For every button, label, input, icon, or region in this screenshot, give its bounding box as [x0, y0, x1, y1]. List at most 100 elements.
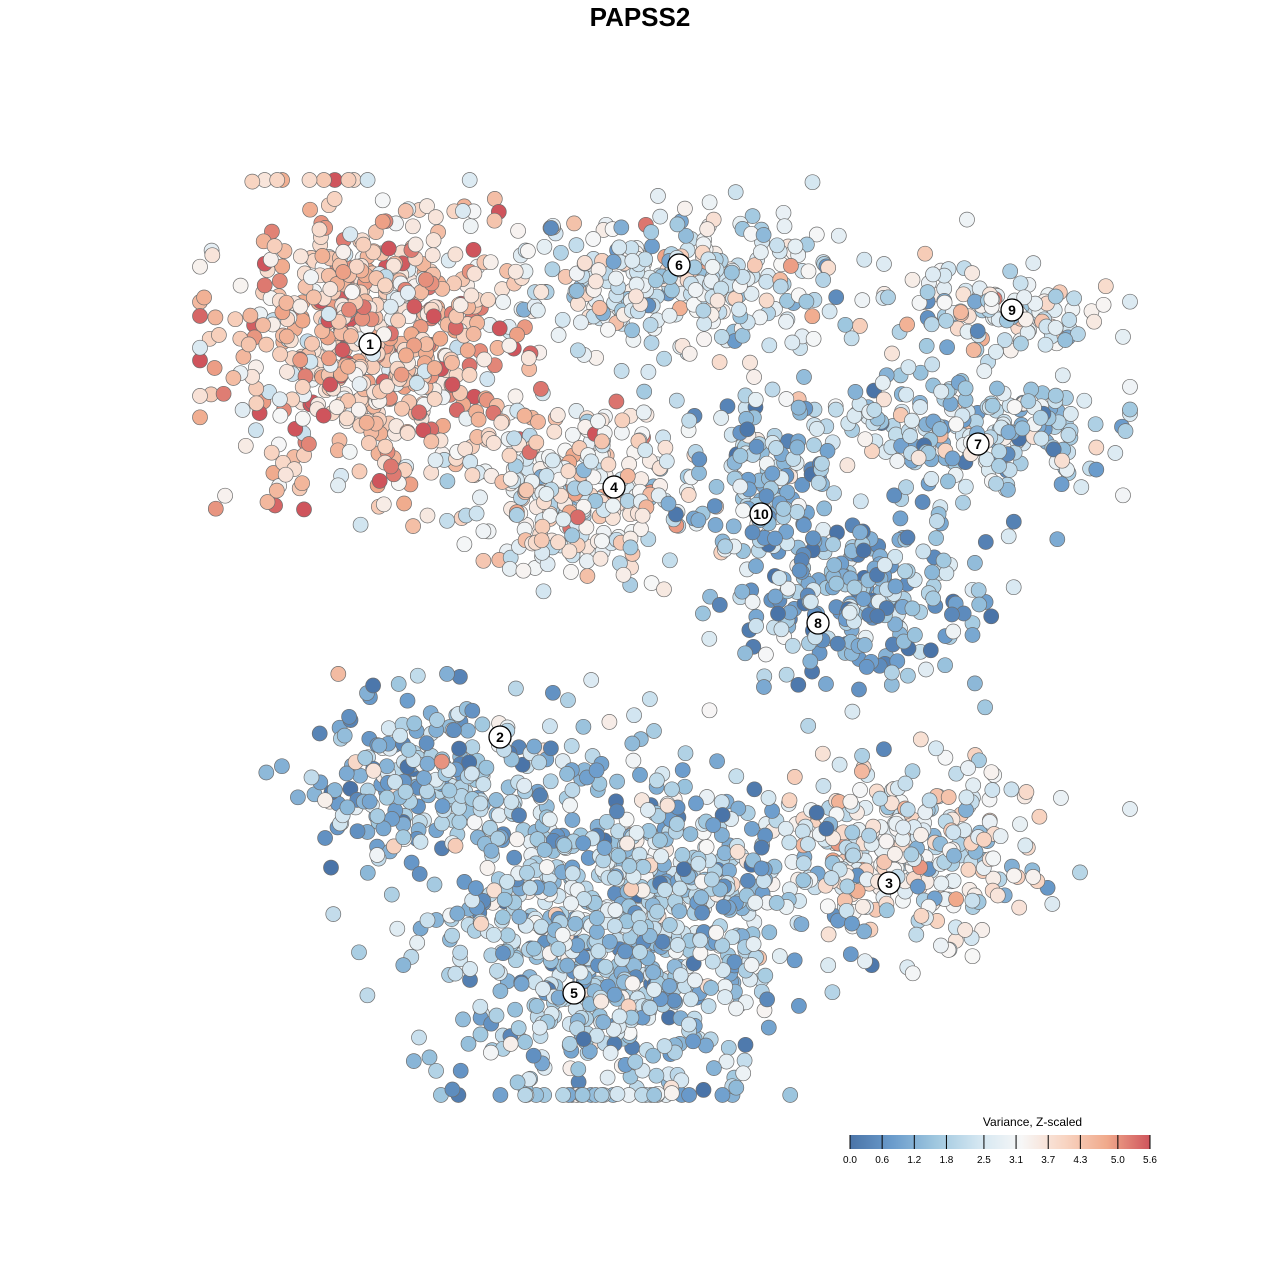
cell-point	[409, 667, 426, 684]
cell-point	[748, 558, 764, 574]
cell-point	[554, 927, 571, 943]
cell-point	[564, 865, 581, 882]
cell-point	[423, 433, 440, 450]
cell-point	[746, 781, 763, 798]
cell-point	[959, 211, 975, 228]
cell-point	[464, 467, 481, 483]
cell-point	[747, 391, 764, 408]
cluster-label-10: 10	[749, 502, 773, 526]
cell-point	[659, 797, 676, 814]
cell-point	[531, 754, 547, 771]
cell-point	[338, 765, 355, 782]
cell-point	[598, 813, 615, 830]
cell-point	[341, 708, 357, 725]
cell-point	[606, 986, 623, 1003]
cell-point	[406, 715, 423, 732]
cell-point	[904, 412, 920, 429]
cell-point	[622, 539, 639, 556]
cell-point	[559, 957, 576, 974]
cell-point	[478, 759, 495, 776]
cell-point	[379, 789, 395, 806]
cell-point	[897, 775, 914, 792]
cell-point	[1037, 336, 1054, 353]
cell-point	[758, 273, 775, 290]
cell-point	[820, 926, 837, 943]
cell-point	[661, 978, 678, 994]
cell-point	[887, 578, 904, 595]
cell-point	[196, 289, 212, 306]
cell-point	[240, 336, 257, 353]
cell-point	[472, 1026, 489, 1043]
cell-point	[1061, 312, 1078, 328]
cell-point	[272, 346, 288, 363]
cell-point	[735, 502, 752, 519]
cell-point	[671, 880, 688, 897]
cell-point	[645, 964, 662, 981]
cell-point	[217, 487, 233, 504]
cell-point	[563, 895, 579, 912]
cell-point	[352, 767, 369, 784]
cell-point	[957, 922, 973, 938]
cell-point	[698, 839, 715, 855]
cell-point	[632, 944, 648, 960]
cell-point	[725, 518, 742, 535]
cell-point	[781, 792, 798, 809]
cell-point	[244, 173, 261, 190]
cell-point	[696, 331, 712, 348]
cell-point	[687, 282, 704, 298]
cell-point	[459, 342, 476, 359]
cell-point	[898, 386, 915, 403]
cell-point	[556, 837, 573, 854]
cell-point	[965, 777, 982, 794]
cell-point	[615, 566, 632, 583]
cell-point	[695, 1082, 712, 1098]
cell-point	[406, 298, 423, 315]
cell-point	[383, 886, 400, 903]
cell-point	[1000, 424, 1017, 441]
cell-point	[577, 480, 593, 496]
cell-point	[1053, 790, 1069, 806]
cell-point	[578, 519, 595, 536]
cell-point	[1122, 293, 1138, 310]
cell-point	[256, 277, 273, 294]
cell-point	[652, 832, 668, 849]
cell-point	[695, 302, 712, 319]
cell-point	[421, 1049, 438, 1066]
cell-point	[769, 237, 785, 254]
cell-point	[451, 814, 468, 830]
cell-point	[592, 550, 609, 567]
cell-point	[737, 645, 753, 662]
cell-point	[852, 493, 869, 510]
cell-point	[589, 910, 605, 926]
cell-point	[509, 1074, 526, 1091]
cell-point	[266, 238, 283, 254]
cell-point	[439, 473, 456, 490]
cell-point	[808, 804, 825, 821]
cell-point	[1012, 816, 1028, 833]
cell-point	[800, 836, 816, 852]
cell-point	[804, 308, 821, 325]
cell-point	[326, 191, 343, 207]
cell-point	[206, 360, 223, 376]
cell-point	[707, 517, 724, 533]
cell-point	[708, 924, 725, 941]
cell-point	[426, 391, 443, 407]
cell-point	[536, 238, 553, 255]
cell-point	[483, 1044, 499, 1061]
cell-point	[661, 917, 678, 933]
cell-point	[734, 327, 751, 344]
cell-point	[519, 864, 535, 881]
cell-point	[791, 562, 808, 579]
cell-point	[841, 604, 858, 621]
cell-point	[717, 989, 733, 1005]
cell-point	[1122, 401, 1138, 418]
cell-point	[983, 764, 1000, 781]
cell-point	[714, 1087, 731, 1103]
cell-point	[619, 468, 636, 484]
cell-point	[599, 1069, 616, 1086]
cell-point	[590, 943, 607, 960]
cell-point	[649, 903, 666, 920]
cell-point	[533, 284, 550, 300]
cell-point	[955, 494, 971, 511]
cell-point	[944, 450, 961, 467]
